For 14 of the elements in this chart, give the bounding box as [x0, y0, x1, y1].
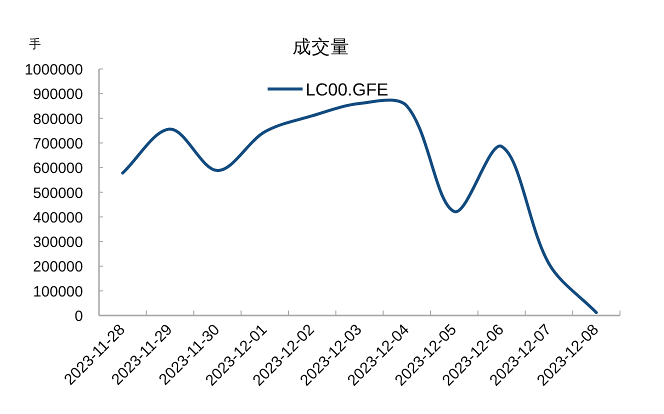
y-tick-label: 700000: [32, 135, 83, 152]
chart-title: 成交量: [292, 36, 350, 57]
y-tick-label: 900000: [32, 86, 83, 104]
y-tick-label: 200000: [32, 258, 83, 276]
y-tick-label: 100000: [32, 283, 83, 300]
y-tick-label: 400000: [32, 209, 83, 226]
y-tick-label: 300000: [32, 234, 83, 252]
y-tick-label: 500000: [32, 184, 83, 202]
y-tick-label: 800000: [32, 110, 83, 128]
y-tick-label: 0: [74, 308, 83, 325]
legend-label: LC00.GFE: [306, 80, 388, 100]
y-tick-label: 600000: [32, 160, 83, 178]
y-axis-title: 手: [29, 37, 41, 51]
y-tick-label: 1000000: [24, 62, 83, 78]
